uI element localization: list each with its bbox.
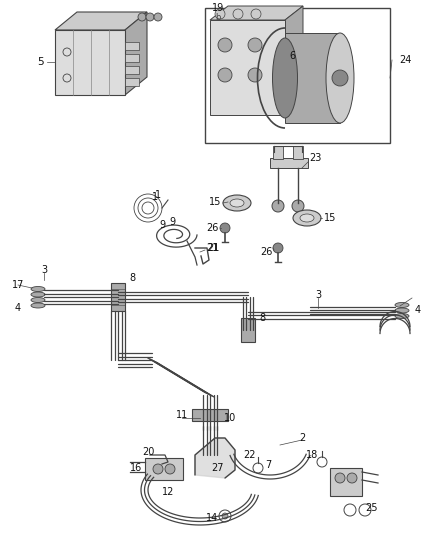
Circle shape [138, 13, 146, 21]
Text: 11: 11 [176, 410, 188, 420]
Polygon shape [210, 6, 303, 20]
Bar [111, 283, 125, 311]
Ellipse shape [293, 210, 321, 226]
Circle shape [218, 68, 232, 82]
Bar [210, 20, 285, 115]
Bar [205, 8, 390, 143]
Text: 21: 21 [206, 243, 218, 253]
Circle shape [146, 13, 154, 21]
Text: 26: 26 [260, 247, 272, 257]
Ellipse shape [223, 195, 251, 211]
Text: 10: 10 [224, 413, 236, 423]
Text: 9: 9 [169, 217, 175, 227]
Ellipse shape [300, 214, 314, 222]
Text: 22: 22 [244, 450, 256, 460]
Polygon shape [55, 12, 147, 30]
Text: 25: 25 [366, 503, 378, 513]
Bar [125, 42, 139, 50]
Circle shape [335, 473, 345, 483]
Text: 1: 1 [152, 192, 158, 202]
Text: 17: 17 [12, 280, 24, 290]
Circle shape [218, 38, 232, 52]
Ellipse shape [31, 303, 45, 308]
Text: 14: 14 [206, 513, 218, 523]
Ellipse shape [31, 292, 45, 297]
Circle shape [347, 473, 357, 483]
Circle shape [154, 13, 162, 21]
Circle shape [292, 200, 304, 212]
Text: 20: 20 [142, 447, 154, 457]
Text: 26: 26 [206, 223, 218, 233]
Bar [125, 66, 139, 74]
Circle shape [222, 513, 228, 519]
Bar [145, 458, 183, 480]
Ellipse shape [31, 297, 45, 303]
Bar [55, 30, 125, 95]
Text: 23: 23 [309, 153, 321, 163]
Circle shape [215, 9, 225, 19]
Polygon shape [125, 12, 147, 95]
Bar [285, 33, 340, 123]
Bar [241, 318, 255, 342]
Ellipse shape [272, 38, 297, 118]
Text: 5: 5 [38, 57, 44, 67]
Text: 15: 15 [324, 213, 336, 223]
Text: 2: 2 [299, 433, 305, 443]
Bar [125, 78, 139, 86]
Bar [293, 146, 303, 159]
Circle shape [165, 464, 175, 474]
Text: 16: 16 [130, 463, 142, 473]
Text: 12: 12 [162, 487, 174, 497]
Text: 7: 7 [265, 460, 271, 470]
Text: 3: 3 [315, 290, 321, 300]
Polygon shape [285, 6, 303, 115]
Circle shape [220, 223, 230, 233]
Text: 6: 6 [289, 51, 295, 61]
Circle shape [272, 200, 284, 212]
Ellipse shape [31, 287, 45, 292]
Text: 9: 9 [159, 220, 165, 230]
Circle shape [251, 9, 261, 19]
Text: 4: 4 [415, 305, 421, 315]
Text: 8: 8 [259, 313, 265, 323]
Polygon shape [195, 438, 235, 478]
Text: b: b [215, 13, 221, 22]
Ellipse shape [395, 308, 409, 313]
Circle shape [233, 9, 243, 19]
Circle shape [273, 243, 283, 253]
Text: 3: 3 [41, 265, 47, 275]
Bar [125, 54, 139, 62]
Bar [192, 409, 228, 421]
Text: 24: 24 [399, 55, 411, 65]
Text: 15: 15 [209, 197, 221, 207]
Text: 4: 4 [15, 303, 21, 313]
Circle shape [248, 68, 262, 82]
Text: 18: 18 [306, 450, 318, 460]
Ellipse shape [326, 33, 354, 123]
Text: 8: 8 [129, 273, 135, 283]
Circle shape [153, 464, 163, 474]
Ellipse shape [230, 199, 244, 207]
Text: 21: 21 [207, 243, 219, 253]
Ellipse shape [395, 303, 409, 308]
Circle shape [248, 38, 262, 52]
Bar [270, 158, 308, 168]
Text: 19: 19 [212, 3, 224, 13]
Text: 27: 27 [212, 463, 224, 473]
Text: 1: 1 [155, 190, 161, 200]
Bar [273, 146, 283, 159]
Circle shape [332, 70, 348, 86]
Bar [330, 468, 362, 496]
Ellipse shape [395, 313, 409, 319]
